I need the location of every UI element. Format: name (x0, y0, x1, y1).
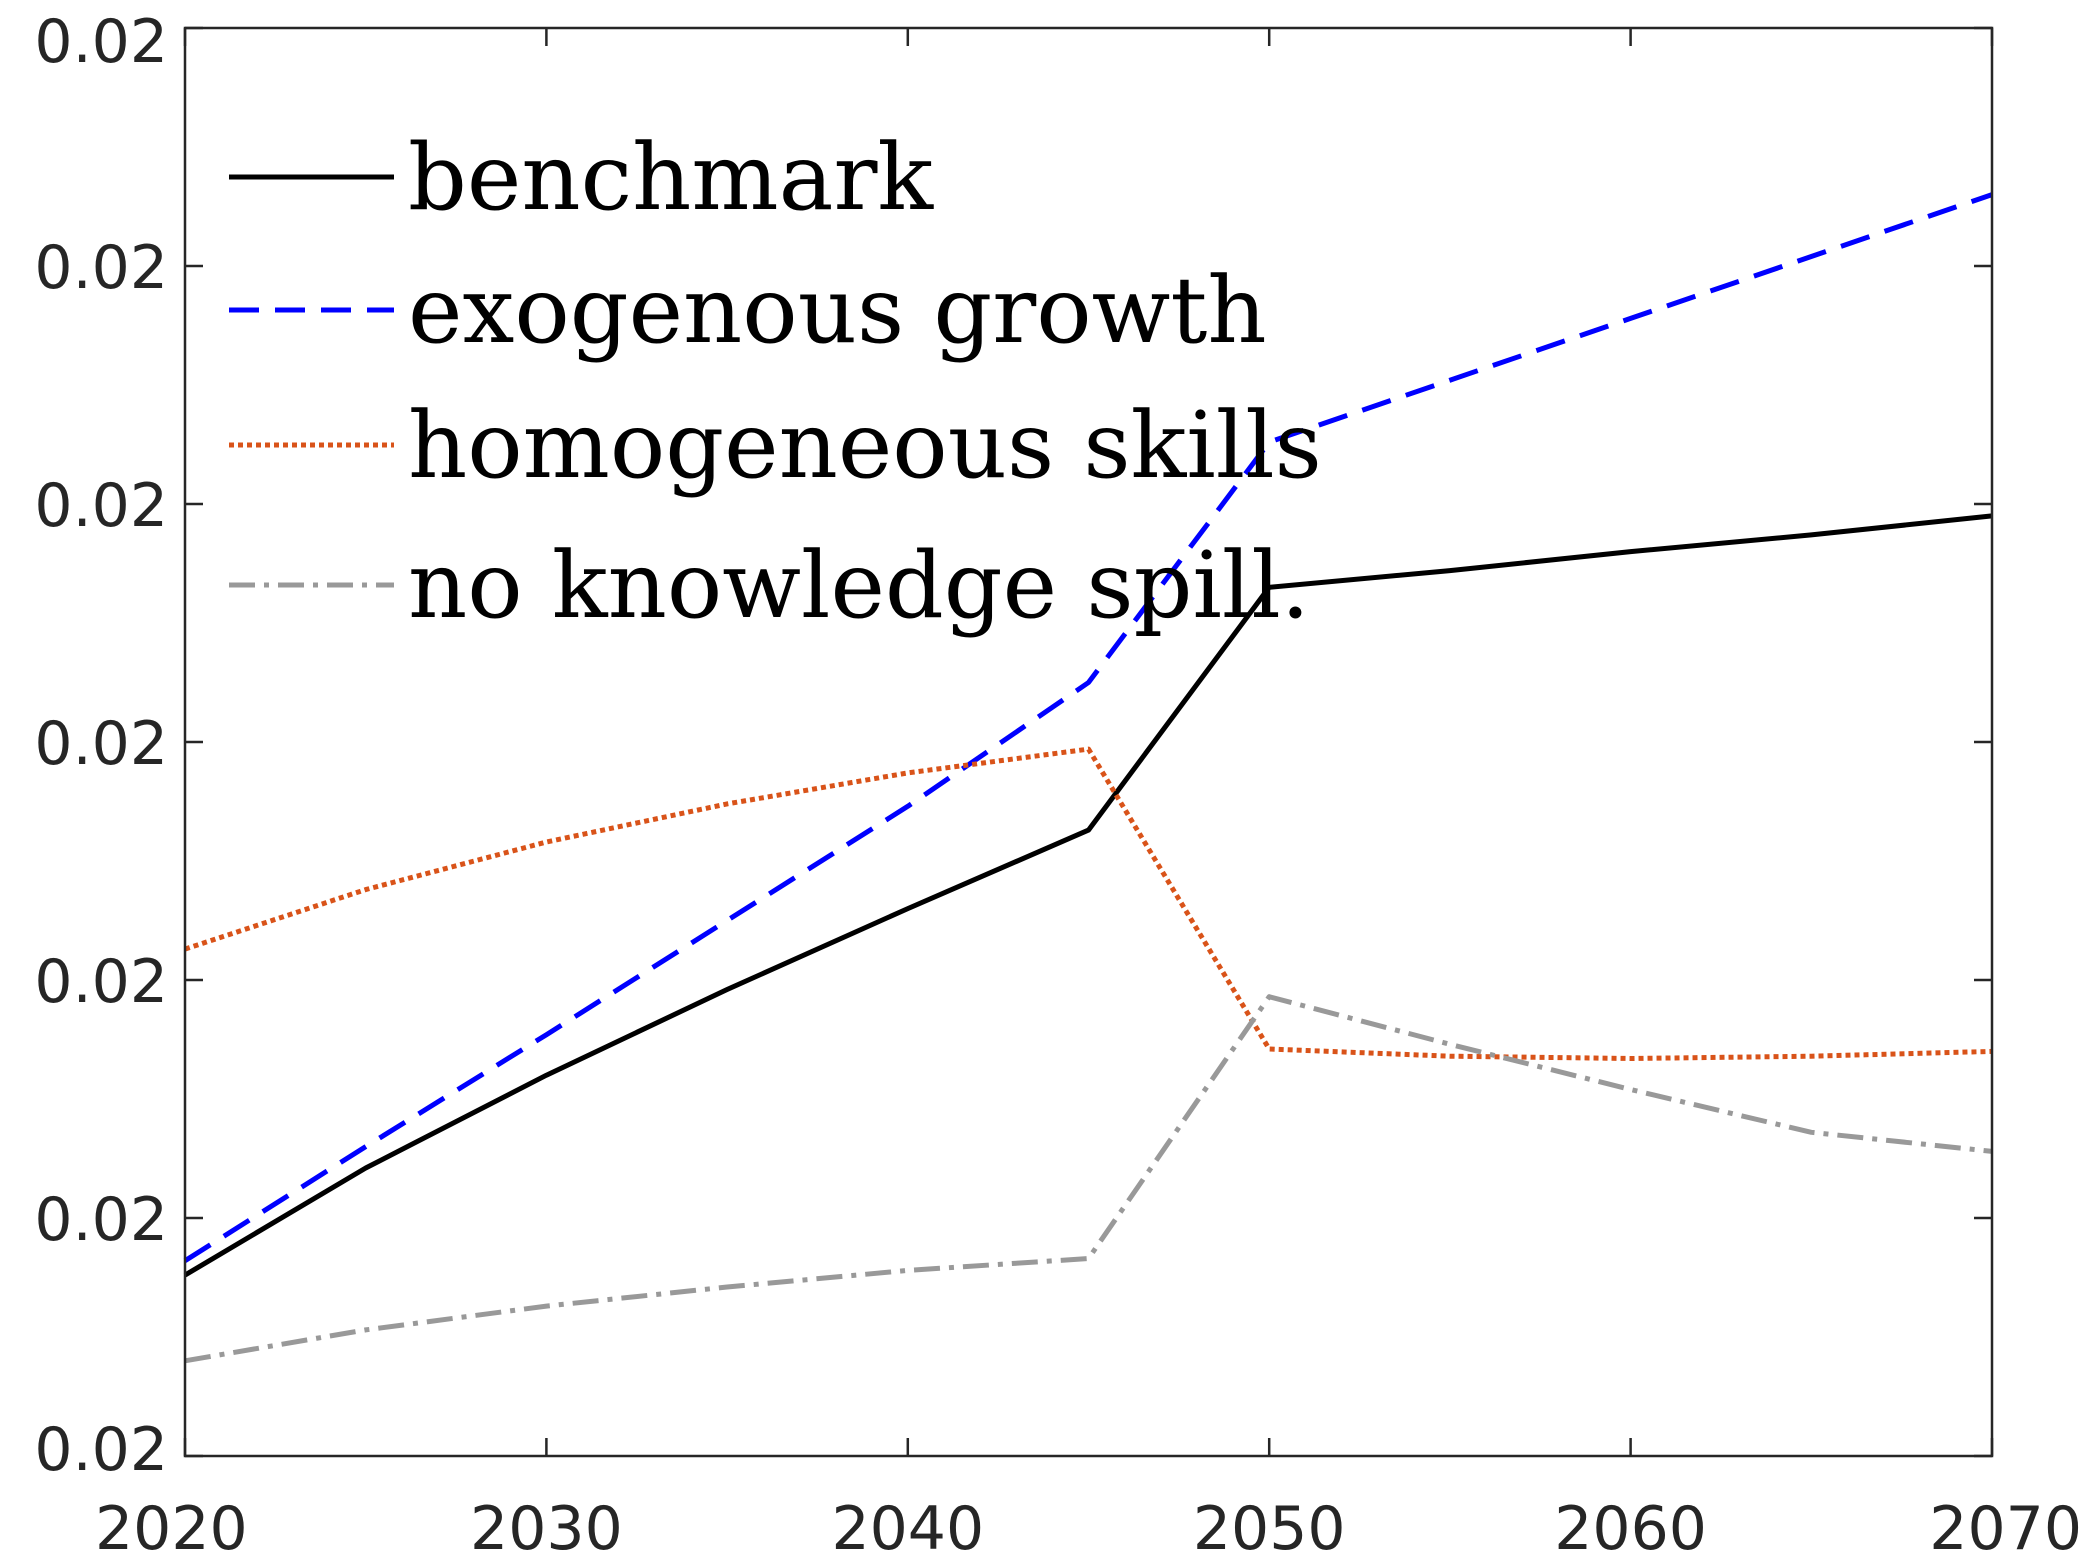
legend-label-1: benchmark (408, 124, 934, 231)
y-tick-label: 0.02 (34, 233, 168, 303)
x-tick-label: 2070 (1929, 1494, 2082, 1554)
legend: benchmark exogenous growth homogeneous ski… (229, 124, 1322, 639)
x-tick-label: 2060 (1554, 1494, 1707, 1554)
x-tick-label: 2040 (831, 1494, 984, 1554)
legend-label-3: homogeneous skills (408, 392, 1322, 499)
y-tick-label: 0.02 (34, 1415, 168, 1485)
series-layer (183, 192, 1993, 1364)
y-tick-label: 0.02 (34, 1185, 168, 1255)
x-tick-label: 2020 (95, 1494, 248, 1554)
x-tick-label: 2050 (1193, 1494, 1346, 1554)
series-line-4 (184, 994, 1993, 1364)
legend-label-4: no knowledge spill. (408, 532, 1310, 639)
series-line-1 (183, 513, 1993, 1278)
y-tick-label: 0.02 (34, 709, 168, 779)
y-tick-label: 0.02 (34, 7, 168, 77)
y-tick-label: 0.02 (34, 947, 168, 1017)
x-tick-label: 2030 (470, 1494, 623, 1554)
series-line-2 (183, 192, 1993, 1263)
plot-background (185, 28, 1992, 1456)
plot-frame (183, 26, 1994, 1458)
legend-label-2: exogenous growth (408, 257, 1267, 364)
series-line-3 (184, 746, 1993, 1061)
tick-layer: 2020 2030 2040 2050 2060 2070 0.02 0.02 0.02 0.02… (34, 7, 2082, 1554)
y-tick-label: 0.02 (34, 471, 168, 541)
